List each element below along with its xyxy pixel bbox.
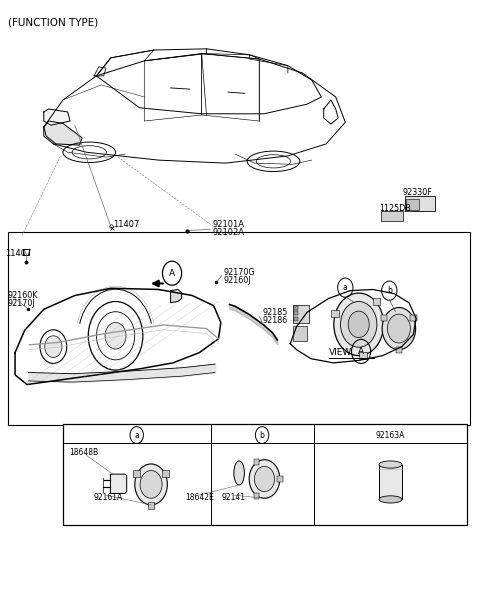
Bar bbox=[8, 232, 470, 425]
Bar bbox=[396, 347, 402, 353]
Bar bbox=[410, 315, 417, 321]
Bar bbox=[405, 195, 435, 211]
Text: 92185: 92185 bbox=[263, 308, 288, 317]
Text: 1125DB: 1125DB bbox=[379, 204, 411, 213]
Text: A: A bbox=[358, 347, 364, 356]
Text: 92160J: 92160J bbox=[223, 276, 251, 285]
Circle shape bbox=[105, 323, 126, 349]
Bar bbox=[381, 210, 403, 221]
Bar bbox=[373, 298, 381, 306]
Text: 11407: 11407 bbox=[113, 220, 140, 229]
Text: 92170G: 92170G bbox=[223, 268, 255, 277]
Polygon shape bbox=[170, 289, 181, 303]
Text: 92160K: 92160K bbox=[8, 291, 38, 300]
Bar bbox=[63, 425, 468, 525]
Text: a: a bbox=[134, 431, 139, 440]
Ellipse shape bbox=[379, 461, 402, 468]
Text: 18642E: 18642E bbox=[185, 493, 214, 502]
Text: 92141: 92141 bbox=[222, 493, 246, 502]
Circle shape bbox=[249, 459, 280, 498]
Bar bbox=[294, 306, 298, 310]
Circle shape bbox=[45, 336, 62, 358]
Bar bbox=[254, 459, 260, 465]
Text: VIEW: VIEW bbox=[328, 347, 352, 356]
Circle shape bbox=[382, 308, 416, 350]
Bar bbox=[294, 311, 298, 315]
Bar bbox=[254, 493, 260, 499]
Text: 92330F: 92330F bbox=[403, 188, 432, 197]
Circle shape bbox=[254, 466, 275, 491]
Text: 92101A: 92101A bbox=[212, 220, 244, 229]
Text: 92163A: 92163A bbox=[376, 431, 405, 440]
Bar bbox=[148, 502, 155, 509]
Bar bbox=[359, 352, 367, 359]
Polygon shape bbox=[44, 121, 82, 145]
Circle shape bbox=[340, 302, 377, 347]
Text: 11407: 11407 bbox=[5, 249, 32, 258]
Bar bbox=[293, 326, 307, 341]
Bar bbox=[331, 310, 339, 317]
Text: b: b bbox=[387, 286, 392, 295]
Text: (FUNCTION TYPE): (FUNCTION TYPE) bbox=[8, 17, 98, 28]
Text: 92102A: 92102A bbox=[212, 229, 244, 238]
Text: b: b bbox=[260, 431, 264, 440]
Ellipse shape bbox=[379, 496, 402, 503]
Circle shape bbox=[348, 311, 369, 338]
Polygon shape bbox=[110, 474, 127, 493]
Bar bbox=[294, 317, 298, 321]
Text: 18648B: 18648B bbox=[69, 448, 98, 457]
Circle shape bbox=[140, 470, 162, 498]
Circle shape bbox=[387, 314, 410, 343]
Bar bbox=[381, 315, 387, 321]
Ellipse shape bbox=[234, 461, 244, 485]
Bar bbox=[133, 470, 140, 478]
Circle shape bbox=[135, 464, 168, 505]
Text: 92170J: 92170J bbox=[8, 299, 36, 308]
Text: A: A bbox=[169, 269, 175, 278]
Text: 92186: 92186 bbox=[263, 315, 288, 324]
Bar bbox=[379, 464, 402, 499]
Bar bbox=[277, 476, 283, 482]
Bar bbox=[406, 199, 420, 210]
Bar bbox=[293, 305, 310, 323]
Circle shape bbox=[334, 293, 384, 356]
Text: a: a bbox=[343, 283, 348, 292]
Text: 92161A: 92161A bbox=[93, 493, 122, 502]
Bar bbox=[162, 470, 169, 478]
Polygon shape bbox=[44, 109, 70, 125]
